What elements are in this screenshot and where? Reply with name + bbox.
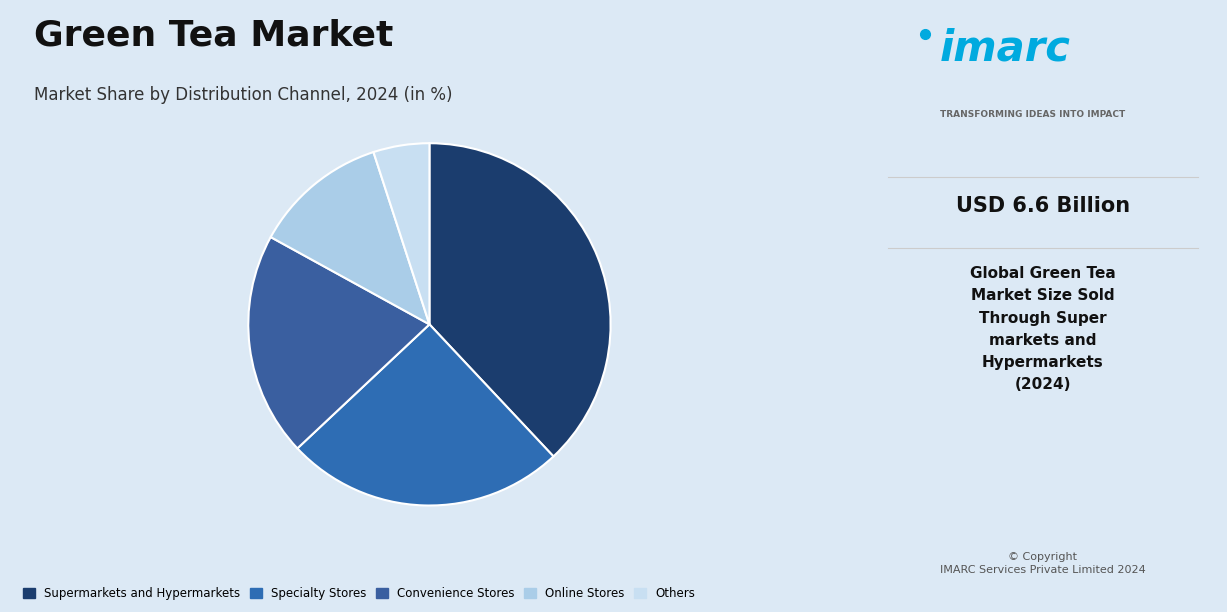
Wedge shape: [248, 237, 429, 449]
Text: TRANSFORMING IDEAS INTO IMPACT: TRANSFORMING IDEAS INTO IMPACT: [940, 110, 1125, 119]
Text: USD 6.6 Billion: USD 6.6 Billion: [956, 196, 1130, 216]
Text: Global Green Tea
Market Size Sold
Through Super
markets and
Hypermarkets
(2024): Global Green Tea Market Size Sold Throug…: [971, 266, 1115, 392]
Wedge shape: [271, 152, 429, 324]
Wedge shape: [429, 143, 611, 457]
Legend: Supermarkets and Hypermarkets, Specialty Stores, Convenience Stores, Online Stor: Supermarkets and Hypermarkets, Specialty…: [23, 587, 696, 600]
Wedge shape: [373, 143, 429, 324]
Text: © Copyright
IMARC Services Private Limited 2024: © Copyright IMARC Services Private Limit…: [940, 552, 1146, 575]
Text: imarc: imarc: [940, 28, 1071, 70]
Text: Green Tea Market: Green Tea Market: [34, 18, 394, 53]
Text: Market Share by Distribution Channel, 2024 (in %): Market Share by Distribution Channel, 20…: [34, 86, 453, 103]
Wedge shape: [297, 324, 553, 506]
